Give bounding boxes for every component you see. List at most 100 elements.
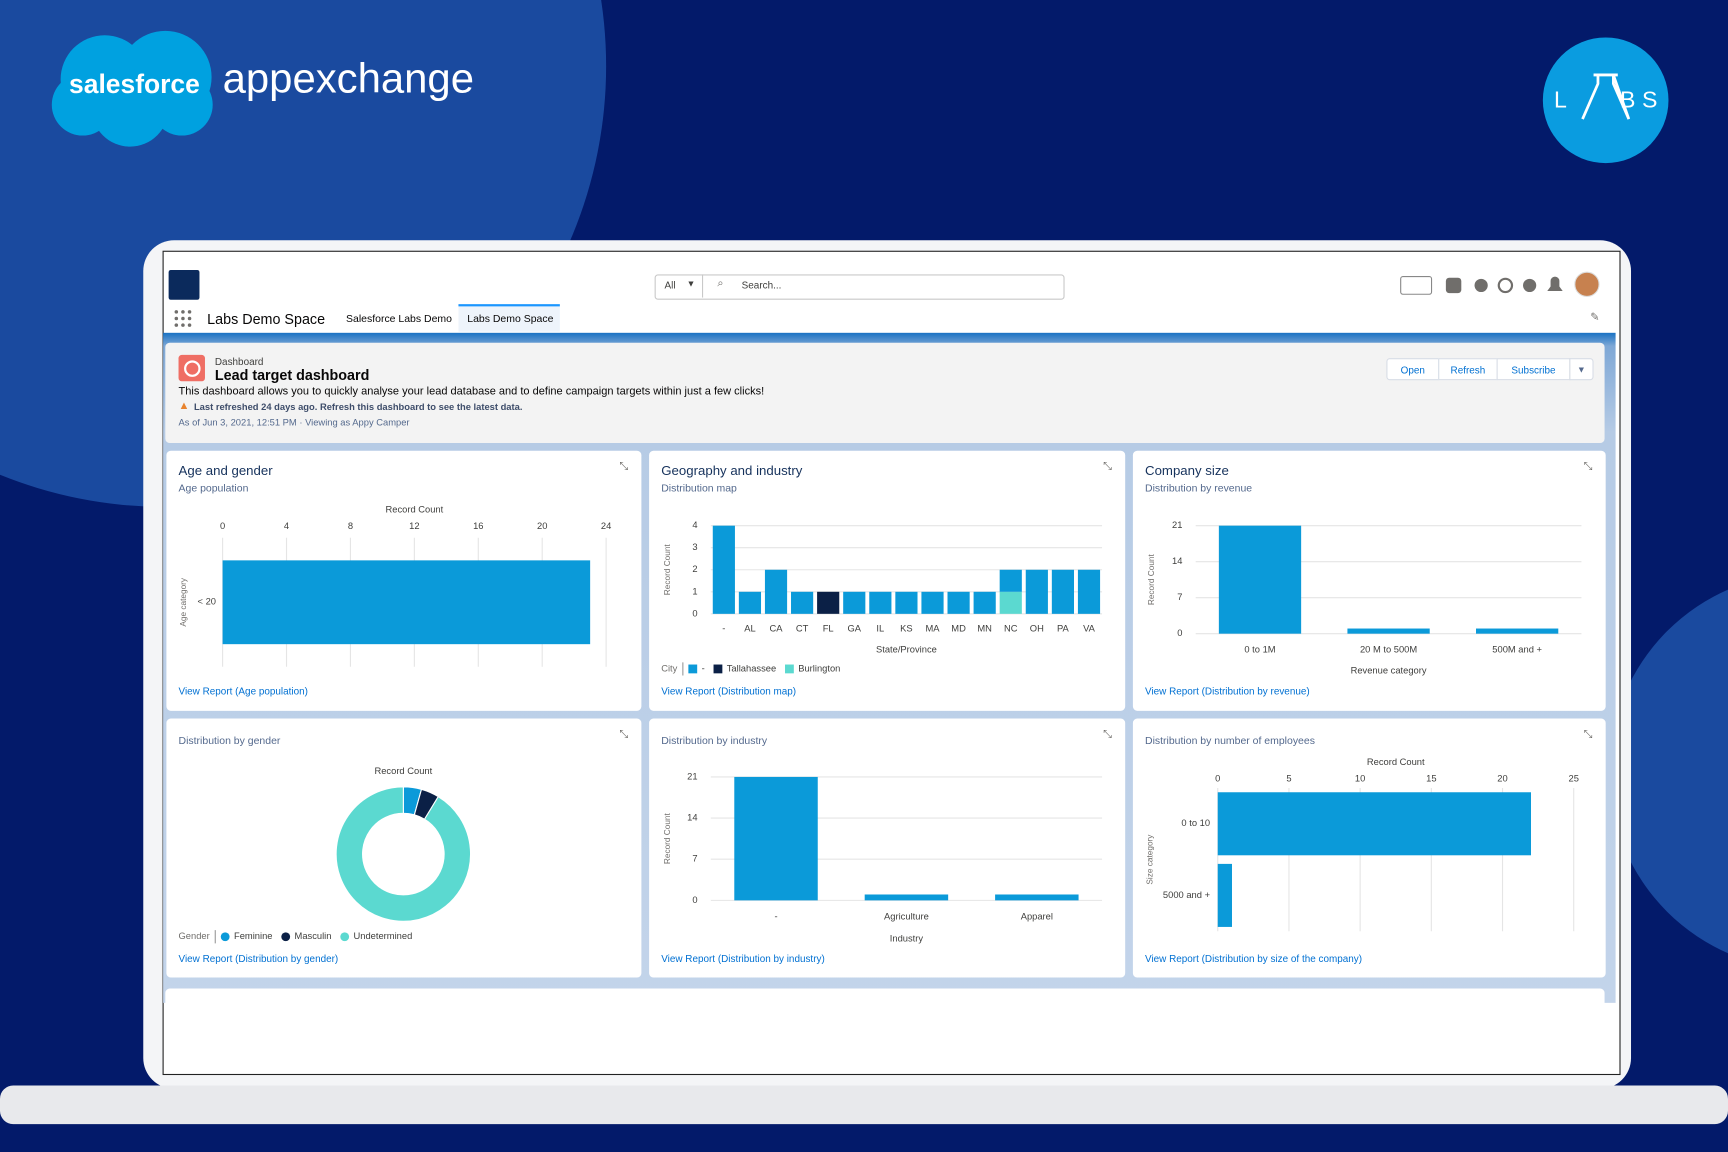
x-tick-label: 16	[473, 521, 483, 531]
expand-icon[interactable]: ⤡	[1583, 728, 1593, 741]
expand-icon[interactable]: ⤡	[1103, 728, 1112, 741]
widget-subtitle: Distribution map	[661, 482, 737, 495]
bar-segment	[973, 591, 996, 614]
next-widget	[165, 988, 1605, 1074]
x-tick-label: MN	[977, 624, 992, 634]
bar-segment	[1025, 569, 1048, 614]
legend-swatch	[713, 664, 723, 674]
circle	[174, 310, 179, 314]
active-tab[interactable]	[458, 304, 560, 332]
view-report-link[interactable]: View Report (Age population)	[178, 685, 308, 697]
avatar[interactable]	[1574, 271, 1600, 297]
bar	[995, 894, 1079, 901]
bar-segment	[921, 591, 944, 614]
circle	[187, 323, 192, 327]
view-report-link[interactable]: View Report (Distribution by industry)	[661, 953, 825, 965]
search-scope[interactable]	[655, 274, 704, 298]
setup-icon[interactable]	[1523, 278, 1537, 293]
view-report-link[interactable]: View Report (Distribution map)	[661, 685, 797, 697]
x-tick-label: 0 to 1M	[1244, 645, 1275, 655]
x-tick-label: -	[774, 911, 777, 921]
y-tick-label: 7	[1177, 592, 1182, 602]
labs-badge	[1542, 37, 1669, 164]
app-launcher[interactable]	[174, 310, 192, 328]
labs-flask	[1581, 73, 1631, 120]
bar-segment	[947, 591, 970, 614]
x-tick-label: CT	[796, 624, 809, 634]
expand-icon[interactable]: ⤡	[1103, 460, 1112, 473]
trailhead-icon[interactable]	[1474, 278, 1488, 293]
bar	[1217, 863, 1232, 927]
legend-swatch	[220, 932, 230, 942]
y-tick-label: 0	[692, 895, 697, 905]
expand-icon[interactable]: ⤡	[619, 728, 629, 741]
y-tick-label: 1	[692, 586, 697, 596]
widget-subtitle: Age population	[178, 482, 249, 495]
y-tick-label: 0	[1177, 628, 1182, 638]
nav-tab[interactable]: Salesforce Labs Demo	[346, 312, 452, 326]
refresh-warning: Last refreshed 24 days ago. Refresh this…	[193, 401, 523, 413]
favorites-icon[interactable]	[1400, 276, 1433, 295]
open-button[interactable]: Open	[1386, 358, 1440, 381]
more-button[interactable]: ▼	[1569, 358, 1594, 381]
bg-circle	[1609, 589, 1728, 954]
x-tick-label: 10	[1355, 774, 1365, 784]
x-tick-label: CA	[770, 624, 784, 634]
x-axis-label: Revenue category	[1351, 666, 1427, 676]
bar-segment	[791, 591, 814, 614]
x-tick-label: GA	[847, 624, 861, 634]
x-tick-label: FL	[823, 624, 834, 634]
bar-segment	[712, 525, 735, 614]
legend-swatch	[340, 932, 350, 942]
legend-swatch	[281, 932, 291, 942]
x-axis-label: State/Province	[876, 645, 937, 655]
widget: Record Count 0 5 10 15 20 25 0 to 10 5000 and + S…	[1132, 718, 1606, 978]
notifications-icon[interactable]	[1547, 276, 1563, 291]
dashboard-title: Lead target dashboard	[214, 366, 370, 384]
expand-icon[interactable]: ⤡	[619, 460, 629, 473]
subscribe-button[interactable]: Subscribe	[1496, 358, 1571, 381]
bar-segment	[869, 591, 892, 614]
widget-title: Age and gender	[178, 462, 273, 479]
bar	[1347, 628, 1430, 634]
x-tick-label: 0	[220, 521, 225, 531]
circle	[181, 316, 185, 321]
x-tick-label: 0	[1215, 774, 1220, 784]
y-tick-label: 3	[692, 542, 697, 552]
app-name: Labs Demo Space	[207, 310, 326, 328]
widget-subtitle: Distribution by gender	[178, 735, 281, 748]
y-tick-label: 0 to 10	[1181, 818, 1210, 828]
widget-chart: 0 1 2 3 4 - AL CA CT FL GA IL KS MA MD MN NC OH PA VA State/…	[661, 520, 1103, 676]
x-tick-label: 12	[409, 521, 419, 531]
y-axis-label: Record Count	[663, 812, 672, 864]
circle	[181, 323, 185, 327]
bar-segment	[738, 591, 762, 614]
labs-letter: S	[1642, 86, 1657, 112]
widget-chart: Record Count 0 4 8 12 16 20 24 < 20 Age category	[179, 505, 611, 667]
search-box[interactable]	[654, 274, 1065, 300]
x-tick-label: 25	[1569, 774, 1579, 784]
bar-segment	[1077, 569, 1101, 614]
circle	[51, 73, 114, 136]
refresh-button[interactable]: Refresh	[1438, 358, 1498, 381]
nav-tab-label: Labs Demo Space	[467, 312, 554, 326]
x-tick-label: IL	[876, 624, 884, 634]
x-axis-label: Record Count	[385, 505, 443, 515]
bar-segment	[764, 569, 788, 614]
view-report-link[interactable]: View Report (Distribution by size of the…	[1145, 953, 1363, 965]
widget-title: Company size	[1145, 462, 1229, 479]
legend-swatch	[688, 664, 698, 674]
legend-title: City	[661, 663, 677, 673]
x-tick-label: 24	[601, 521, 611, 531]
expand-icon[interactable]: ⤡	[1583, 460, 1593, 473]
edit-icon[interactable]: ✎	[1590, 311, 1600, 324]
add-icon[interactable]	[1445, 277, 1462, 294]
legend-title: Gender	[179, 931, 210, 941]
help-icon[interactable]	[1497, 277, 1514, 294]
search-icon: ⌕	[717, 277, 724, 290]
view-report-link[interactable]: View Report (Distribution by gender)	[178, 953, 339, 965]
widget: 0 7 14 21 - Agriculture Apparel Industry Record …	[649, 718, 1126, 978]
view-report-link[interactable]: View Report (Distribution by revenue)	[1145, 685, 1310, 697]
bar-segment	[999, 569, 1022, 592]
